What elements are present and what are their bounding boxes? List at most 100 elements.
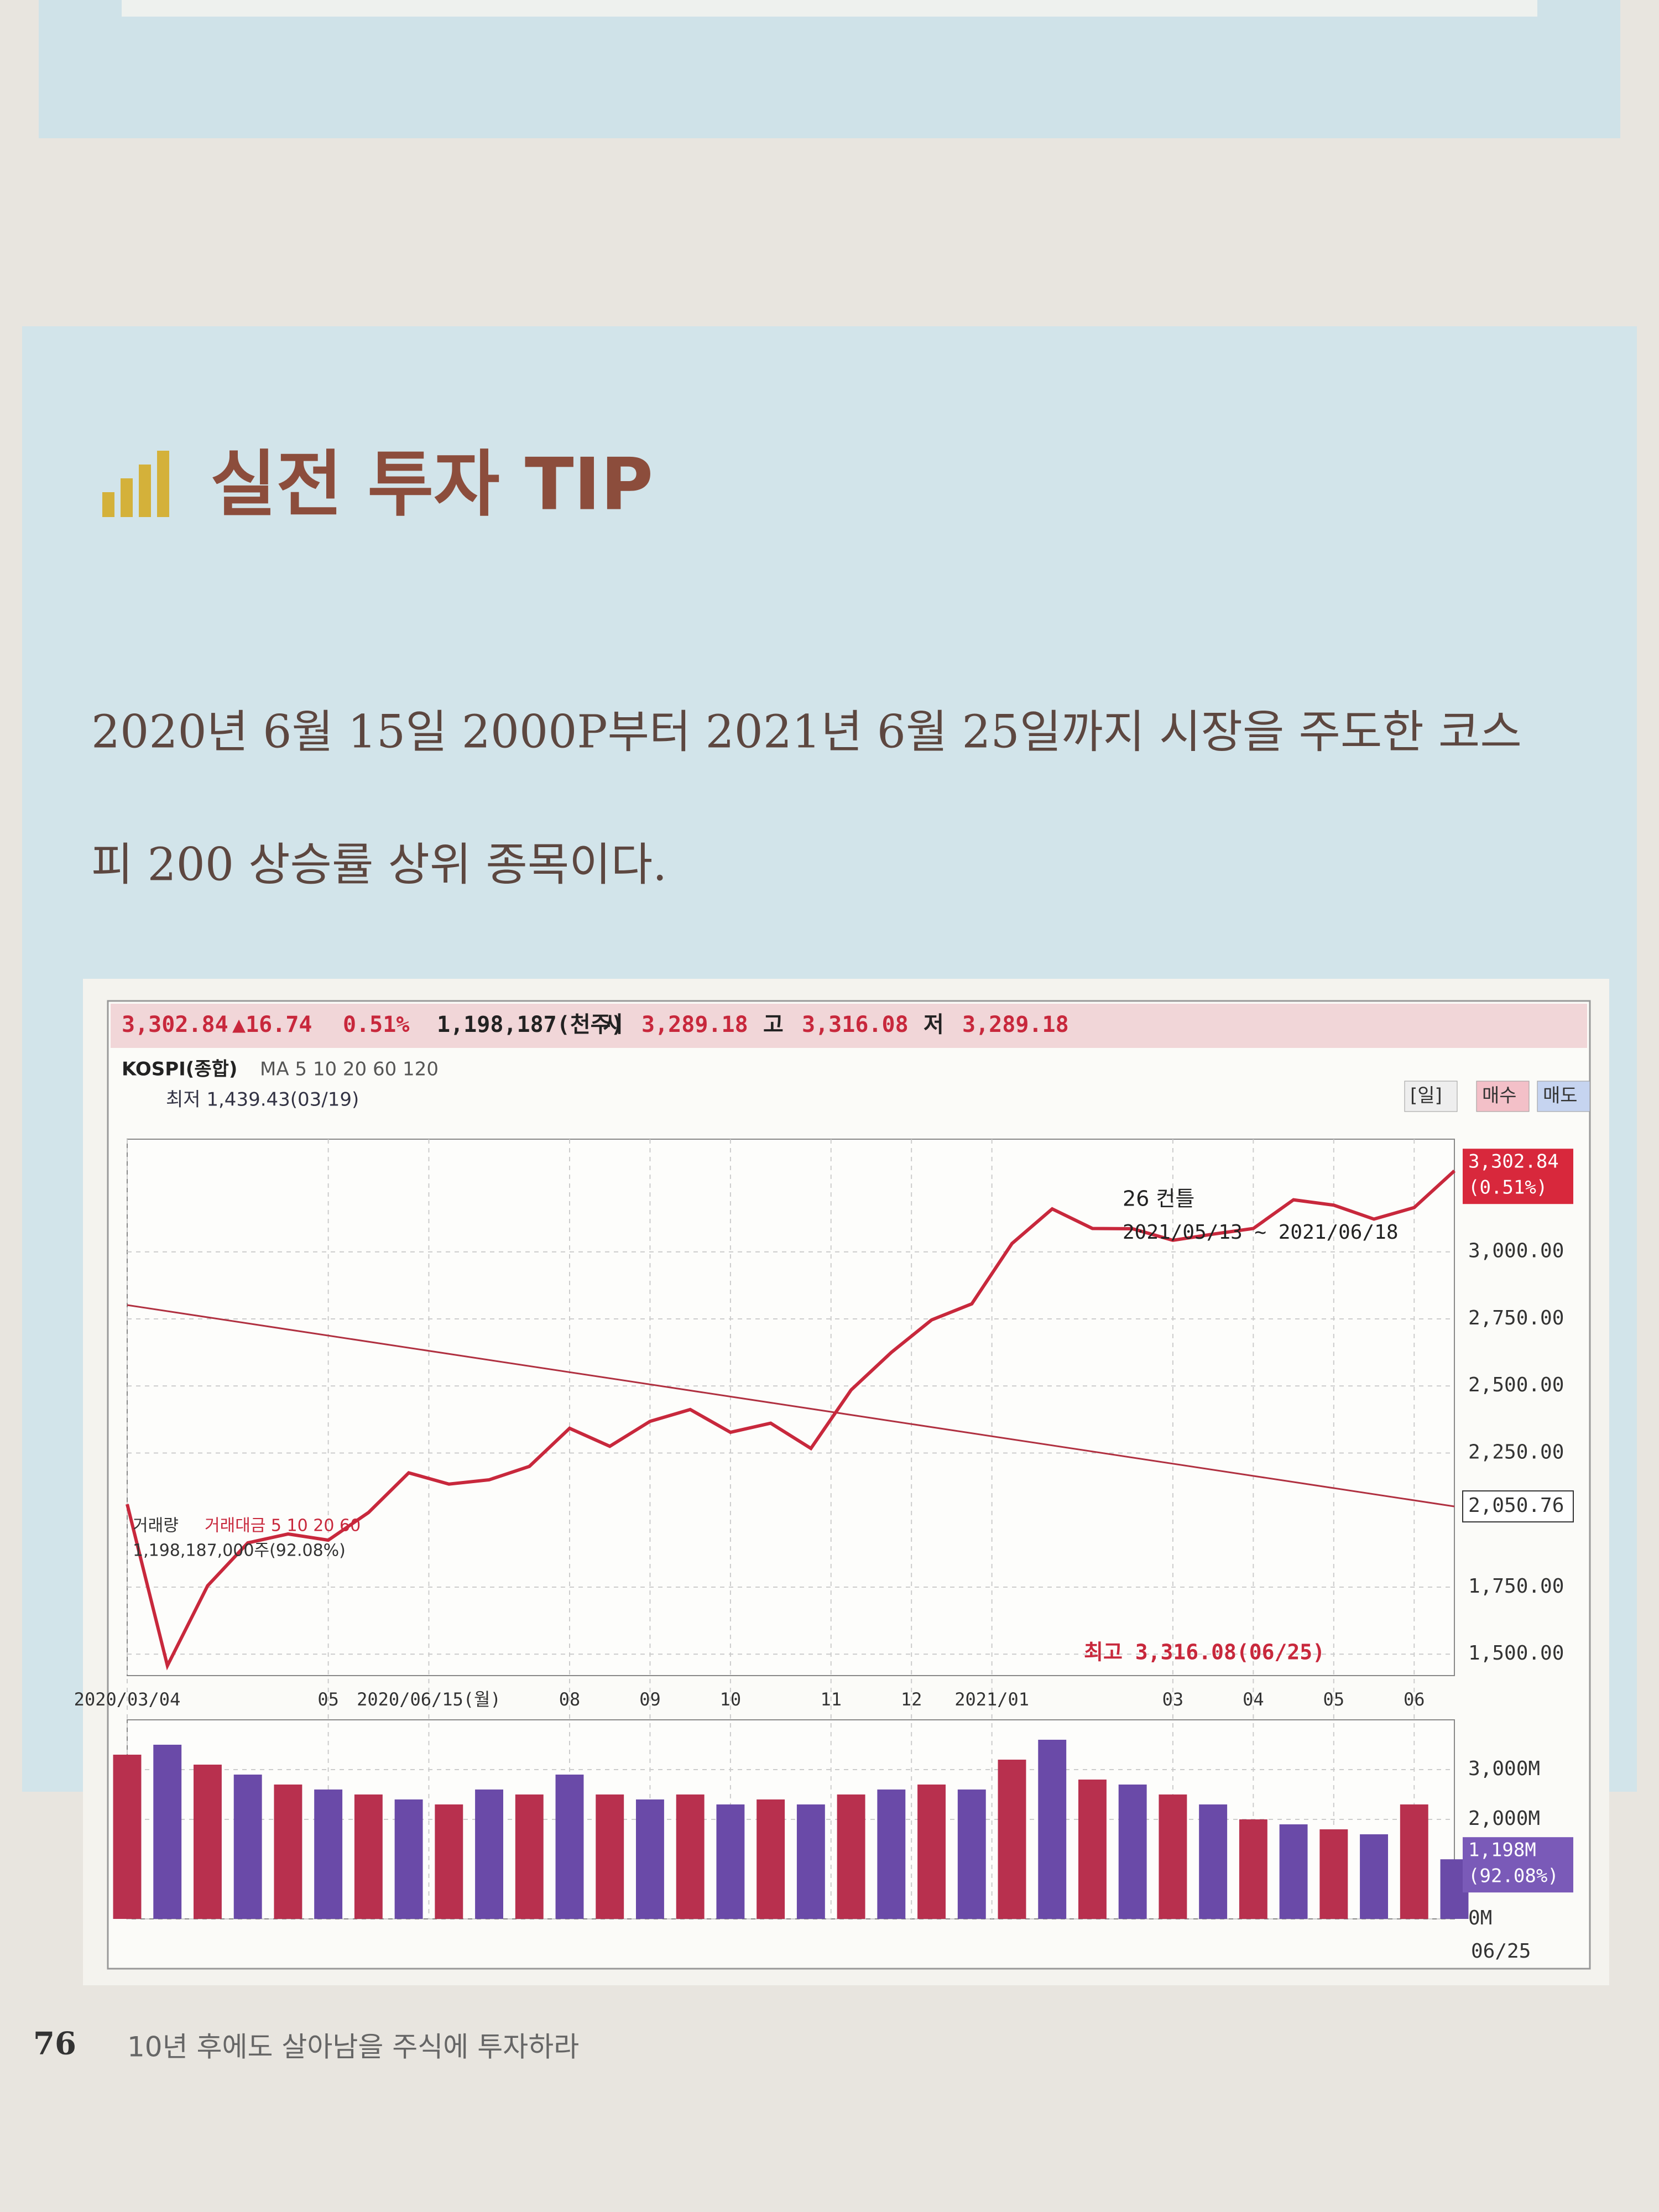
volume-bar (837, 1794, 865, 1919)
paragraph-line: 피 200 상승률 상위 종목이다. (91, 839, 667, 891)
page-number: 76 (33, 2026, 76, 2062)
y2-tick-label: 3,000M (1468, 1757, 1540, 1780)
x-tick-label: 12 (901, 1689, 922, 1710)
volume-bar (233, 1775, 262, 1919)
volume-bar (636, 1799, 664, 1919)
volume-bar (957, 1790, 986, 1919)
volume-bar (1279, 1824, 1308, 1919)
volume-tag (1463, 1837, 1573, 1893)
x-tick-label: 05 (1323, 1689, 1345, 1710)
y2-tick-label: 0M (1468, 1907, 1492, 1929)
volume-bar (1118, 1785, 1147, 1919)
volume-bar (1360, 1834, 1388, 1919)
tip-icon (102, 451, 169, 517)
volume-bar (1078, 1780, 1107, 1919)
y-tick-label: 1,750.00 (1468, 1575, 1564, 1598)
quote-bar (111, 1004, 1587, 1048)
quote-item: 3,289.18 (641, 1012, 748, 1037)
y-tick-label: 2,250.00 (1468, 1441, 1564, 1463)
price-tag (1463, 1149, 1573, 1204)
quote-item: 0.51% (343, 1012, 409, 1037)
volume-bar (1038, 1740, 1067, 1919)
x-tick-label: 09 (639, 1689, 661, 1710)
quote-item: 1,198,187(천주) (437, 1012, 624, 1037)
top-box-inner (122, 0, 1537, 17)
icon-bar (121, 478, 133, 517)
toolbar-button-label: 매수 (1482, 1085, 1517, 1107)
last-date: 06/25 (1471, 1940, 1531, 1963)
price-line (126, 1170, 1456, 1671)
paragraph-line: 2020년 6월 15일 2000P부터 2021년 6월 25일까지 시장을 … (91, 706, 1522, 759)
annotation: 26 컨틀 (1123, 1187, 1194, 1211)
toolbar-button (1537, 1081, 1590, 1112)
series-name: KOSPI(종합) (122, 1058, 237, 1081)
volume-bar (515, 1794, 544, 1919)
top-box (39, 0, 1620, 138)
volume-bar (1199, 1804, 1228, 1919)
volume-bar (394, 1799, 423, 1919)
x-tick-label: 05 (317, 1689, 339, 1710)
volume-bar (877, 1790, 906, 1919)
volume-bar (435, 1804, 463, 1919)
x-tick-label: 06 (1404, 1689, 1425, 1710)
volume-bar (314, 1790, 343, 1919)
quote-item: 저 (924, 1012, 944, 1037)
x-tick-label: 08 (559, 1689, 581, 1710)
quote-item: 3,289.18 (962, 1012, 1069, 1037)
volume-bar (555, 1775, 584, 1919)
price-pane (127, 1139, 1455, 1676)
volume-bar (998, 1760, 1026, 1919)
annotation: 2021/05/13 ~ 2021/06/18 (1123, 1221, 1399, 1244)
x-tick-label: 04 (1243, 1689, 1264, 1710)
quote-item: 시 (603, 1012, 623, 1037)
toolbar-button-label: [일] (1410, 1085, 1442, 1107)
x-tick-label: 03 (1162, 1689, 1184, 1710)
volume-bar (113, 1755, 142, 1919)
x-tick-label: 2021/01 (954, 1689, 1029, 1710)
x-tick-label: 2020/06/15(월) (357, 1689, 501, 1710)
volume-bar (716, 1804, 745, 1919)
volume-bar (354, 1794, 383, 1919)
volume-legend: 거래대금 5 10 20 60 (205, 1516, 361, 1536)
icon-bar (139, 465, 151, 517)
toolbar-button (1404, 1081, 1458, 1112)
x-tick-label: 10 (720, 1689, 742, 1710)
quote-item: 고 (763, 1012, 784, 1037)
tip-title: 실전 투자 TIP (210, 442, 653, 526)
chart: 3,302.84 ▲16.74 0.51% 1,198,187(천주)시 3,289.1… (74, 1012, 1590, 1963)
reference-line (127, 1304, 1455, 1507)
ma-legend: MA 5 10 20 60 120 (260, 1058, 439, 1081)
volume-bar (796, 1804, 825, 1919)
quote-item: 3,316.08 (802, 1012, 909, 1037)
annotation: 최고 3,316.08(06/25) (1084, 1640, 1325, 1665)
volume-bar (1159, 1794, 1187, 1919)
volume-tag-label: (92.08%) (1468, 1865, 1559, 1887)
y-tick-label: 2,500.00 (1468, 1374, 1564, 1396)
volume-legend: 1,198,187,000주(92.08%) (133, 1541, 346, 1561)
volume-bar (194, 1765, 222, 1919)
volume-bar (596, 1794, 624, 1919)
volume-bar (475, 1790, 503, 1919)
price-tag-label: (0.51%) (1468, 1177, 1547, 1199)
toolbar-button (1476, 1081, 1530, 1112)
footer-text: 10년 후에도 살아남을 주식에 투자하라 (127, 2031, 579, 2063)
volume-bar (274, 1785, 302, 1919)
reference-tag (1462, 1490, 1574, 1523)
x-tick-label: 2020/03/04 (74, 1689, 181, 1710)
icon-bar (157, 451, 169, 517)
volume-legend: 거래량 (133, 1516, 179, 1536)
y-tick-label: 1,500.00 (1468, 1642, 1564, 1665)
low-label: 최저 1,439.43(03/19) (166, 1089, 359, 1111)
quote-item: ▲16.74 (232, 1012, 312, 1037)
x-tick-label: 11 (820, 1689, 842, 1710)
price-tag-label: 3,302.84 (1468, 1151, 1559, 1173)
volume-bar (676, 1794, 705, 1919)
volume-bar (917, 1785, 946, 1919)
volume-bar (757, 1799, 785, 1919)
volume-bar (1319, 1829, 1348, 1919)
volume-bar (153, 1745, 182, 1919)
volume-tag-label: 1,198M (1468, 1839, 1536, 1861)
toolbar-button-label: 매도 (1543, 1085, 1578, 1107)
y2-tick-label: 2,000M (1468, 1807, 1540, 1830)
